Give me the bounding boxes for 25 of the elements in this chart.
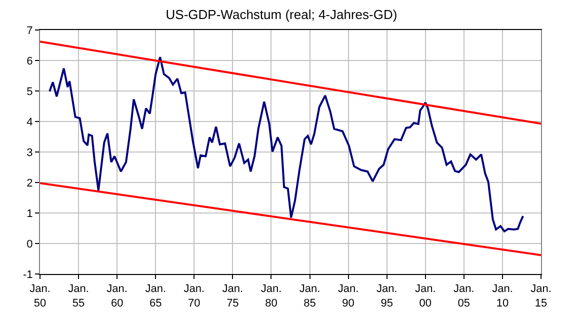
line-series (48, 56, 524, 232)
y-tick-label: -1 (23, 268, 33, 281)
x-tick-label: Jan. 50 (30, 283, 50, 310)
x-tick-label: Jan. 70 (184, 283, 205, 310)
x-tick-label: Jan. 75 (222, 283, 244, 310)
x-tick-label: Jan. 65 (145, 283, 166, 310)
x-tick-label: Jan. 60 (106, 283, 128, 310)
y-tick-label: 1 (26, 208, 33, 220)
y-tick-label: 3 (26, 146, 33, 159)
y-tick-label: 5 (26, 86, 33, 98)
x-tick-label: Jan. 55 (68, 283, 89, 310)
x-tick-label: Jan. 85 (299, 283, 320, 310)
x-tick-label: Jan. 00 (414, 283, 436, 310)
x-tick-label: Jan. 15 (530, 283, 552, 310)
x-tick-label: Jan. 90 (338, 283, 359, 310)
y-tick-label: 2 (26, 177, 33, 190)
x-tick-label: Jan. 95 (376, 283, 398, 310)
y-tick-label: 4 (26, 116, 33, 128)
y-tick-label: 0 (26, 238, 33, 250)
y-tick-label: 6 (26, 55, 33, 68)
x-tick-label: Jan. 05 (454, 283, 474, 310)
chart-title: US-GDP-Wachstum (real; 4-Jahres-GD) (166, 6, 398, 22)
x-tick-label: Jan. 80 (260, 283, 282, 310)
x-tick-label: Jan. 10 (492, 283, 513, 310)
y-tick-label: 7 (26, 24, 33, 37)
